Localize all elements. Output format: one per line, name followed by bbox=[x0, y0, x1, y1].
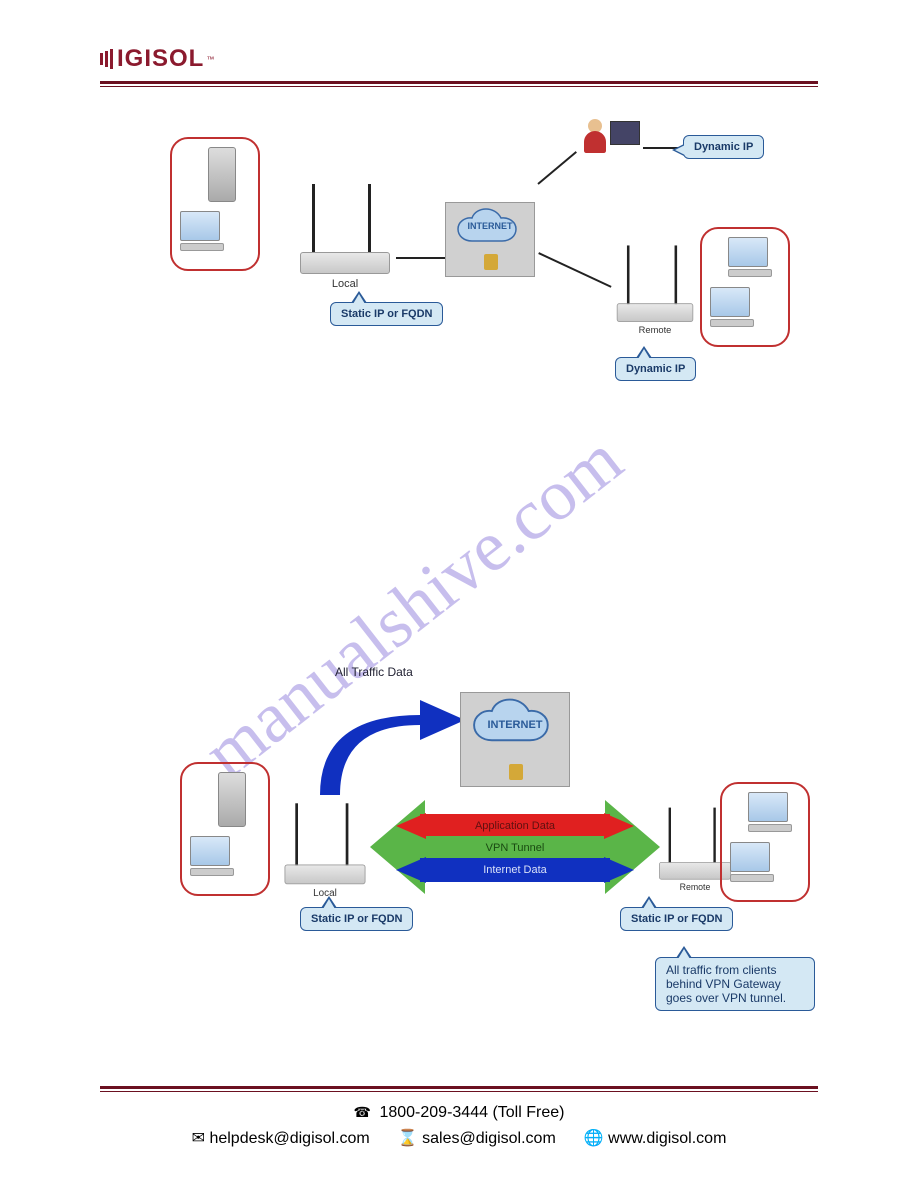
footer-website: 🌐 www.digisol.com bbox=[584, 1128, 727, 1148]
pc-icon bbox=[730, 842, 785, 887]
callout-remote-ip-2: Static IP or FQDN bbox=[620, 907, 733, 931]
band-application: Application Data bbox=[420, 814, 610, 838]
lock-icon bbox=[509, 764, 523, 780]
cloud-label: INTERNET bbox=[446, 221, 534, 231]
footer-email-sales: ⌛ sales@digisol.com bbox=[398, 1128, 556, 1148]
internet-cloud: INTERNET bbox=[445, 202, 535, 277]
blue-arrow-left-icon bbox=[396, 853, 426, 887]
link-cloud-remote bbox=[538, 252, 611, 287]
footer-rule bbox=[100, 1086, 818, 1092]
diagram-1: Local INTERNET Dynamic IP Remote bbox=[100, 107, 818, 407]
pc-icon bbox=[190, 836, 245, 881]
diagram-2: All Traffic Data INTERNET Local Applicat… bbox=[100, 657, 818, 1037]
remote-router-label: Remote bbox=[608, 325, 702, 335]
brand-name: IGISOL bbox=[117, 45, 204, 73]
callout-user-ip: Dynamic IP bbox=[683, 135, 764, 159]
link-local-cloud bbox=[396, 257, 446, 259]
remote-lan-group-2 bbox=[720, 782, 810, 902]
server-icon bbox=[218, 772, 246, 827]
pc-icon bbox=[710, 287, 765, 332]
remote-user bbox=[580, 117, 640, 167]
link-user-cloud bbox=[537, 151, 576, 184]
local-router-2: Local bbox=[276, 793, 375, 892]
globe-icon: 🌐 bbox=[584, 1130, 604, 1147]
footer-email-helpdesk: ✉ helpdesk@digisol.com bbox=[192, 1128, 370, 1148]
local-lan-group-2 bbox=[180, 762, 270, 896]
traffic-arrow-icon bbox=[290, 675, 480, 805]
red-arrow-left-icon bbox=[396, 809, 426, 843]
header-rule bbox=[100, 81, 818, 87]
lock-icon bbox=[484, 254, 498, 270]
internet-cloud-2: INTERNET bbox=[460, 692, 570, 787]
callout-remote-ip: Dynamic IP bbox=[615, 357, 696, 381]
callout-local-ip: Static IP or FQDN bbox=[330, 302, 443, 326]
band-vpn: VPN Tunnel bbox=[420, 836, 610, 860]
pc-icon bbox=[180, 211, 235, 256]
local-lan-group bbox=[170, 137, 260, 271]
hourglass-icon: ⌛ bbox=[398, 1130, 418, 1147]
local-router-label: Local bbox=[290, 278, 400, 290]
cloud-label-2: INTERNET bbox=[461, 719, 569, 731]
mail-icon: ✉ bbox=[192, 1130, 205, 1147]
pc-icon bbox=[748, 792, 803, 837]
brand-tm: ™ bbox=[206, 55, 215, 64]
brand-logo: IGISOL ™ bbox=[100, 45, 818, 73]
local-router: Local bbox=[290, 172, 400, 282]
red-arrow-right-icon bbox=[604, 809, 634, 843]
footer-phone: ☎ 1800-209-3444 (Toll Free) bbox=[100, 1104, 818, 1122]
server-icon bbox=[208, 147, 236, 202]
callout-vpn-note: All traffic from clients behind VPN Gate… bbox=[655, 957, 815, 1011]
remote-router: Remote bbox=[608, 235, 702, 329]
remote-lan-group bbox=[700, 227, 790, 347]
callout-local-ip-2: Static IP or FQDN bbox=[300, 907, 413, 931]
blue-arrow-right-icon bbox=[604, 853, 634, 887]
phone-icon: ☎ bbox=[354, 1104, 371, 1120]
page-footer: ☎ 1800-209-3444 (Toll Free) ✉ helpdesk@d… bbox=[100, 1078, 818, 1148]
band-internet: Internet Data bbox=[420, 858, 610, 882]
pc-icon bbox=[728, 237, 783, 282]
